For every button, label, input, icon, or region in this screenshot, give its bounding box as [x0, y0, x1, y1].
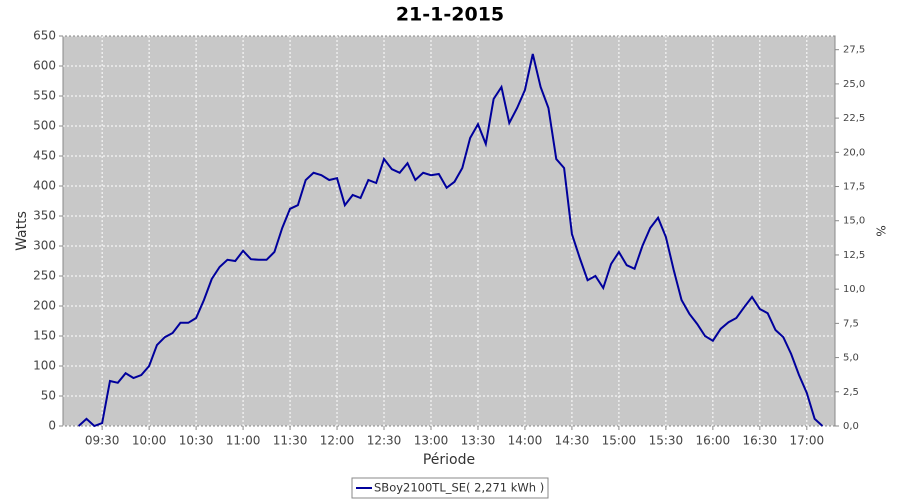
y-tick-label: 400 [33, 179, 56, 193]
y-tick-label: 50 [41, 389, 56, 403]
plot-area [62, 35, 836, 427]
y2-tick-label: 0,0 [843, 421, 859, 432]
y-axis-label: Watts [14, 211, 30, 251]
x-tick-label: 12:30 [367, 434, 402, 448]
legend-box [351, 477, 549, 499]
y2-tick-label: 12,5 [843, 250, 865, 261]
y2-tick-label: 2,5 [843, 387, 859, 398]
y-tick-label: 250 [33, 269, 56, 283]
x-tick-label: 17:00 [790, 434, 825, 448]
x-axis-label: Période [423, 452, 475, 468]
y-tick-label: 650 [33, 29, 56, 43]
x-tick-label: 10:00 [132, 434, 167, 448]
y-tick-label: 600 [33, 59, 56, 73]
y-tick-label: 150 [33, 329, 56, 343]
y2-tick-label: 20,0 [843, 147, 865, 158]
x-tick-label: 15:30 [649, 434, 684, 448]
x-tick-label: 14:30 [555, 434, 590, 448]
y-tick-label: 200 [33, 299, 56, 313]
chart-title: 21-1-2015 [396, 4, 504, 26]
x-tick-label: 13:30 [461, 434, 496, 448]
y2-tick-label: 27,5 [843, 45, 865, 56]
y-tick-label: 100 [33, 359, 56, 373]
x-tick-label: 16:30 [743, 434, 778, 448]
y-tick-label: 500 [33, 119, 56, 133]
y-tick-label: 550 [33, 89, 56, 103]
x-tick-label: 09:30 [85, 434, 120, 448]
y2-tick-label: 7,5 [843, 318, 859, 329]
y2-tick-label: 15,0 [843, 216, 865, 227]
x-tick-label: 14:00 [508, 434, 543, 448]
y2-tick-label: 22,5 [843, 113, 865, 124]
x-tick-label: 10:30 [179, 434, 214, 448]
x-tick-label: 13:00 [414, 434, 449, 448]
y2-tick-label: 25,0 [843, 79, 865, 90]
y-tick-label: 450 [33, 149, 56, 163]
x-tick-label: 12:00 [320, 434, 355, 448]
y-tick-label: 300 [33, 239, 56, 253]
x-tick-label: 16:00 [696, 434, 731, 448]
x-tick-label: 11:30 [273, 434, 308, 448]
y2-tick-label: 10,0 [843, 284, 865, 295]
y2-tick-label: 5,0 [843, 353, 859, 364]
y2-tick-label: 17,5 [843, 182, 865, 193]
data-line [77, 53, 824, 428]
y-tick-label: 350 [33, 209, 56, 223]
x-tick-label: 15:00 [602, 434, 637, 448]
x-tick-label: 11:00 [226, 434, 261, 448]
y-tick-label: 0 [48, 419, 56, 433]
y2-axis-label: % [874, 225, 888, 236]
legend-label: SBoy2100TL_SE( 2,271 kWh ) [374, 481, 544, 495]
